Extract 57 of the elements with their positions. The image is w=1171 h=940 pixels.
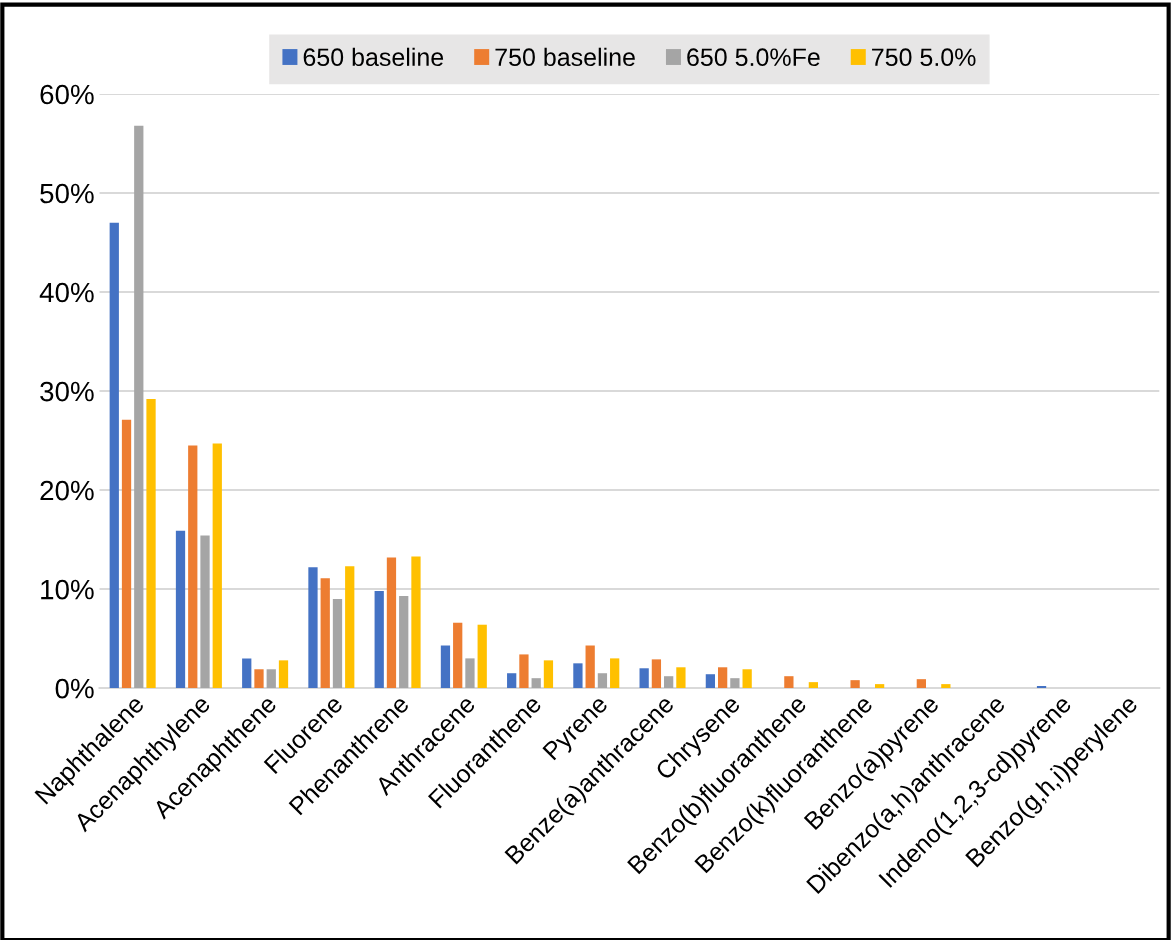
bar (308, 567, 318, 689)
bar (730, 678, 740, 689)
bar (109, 222, 119, 689)
bar (374, 591, 384, 689)
bar (146, 398, 156, 689)
bar (573, 663, 583, 689)
y-tick-label: 40% (39, 282, 94, 303)
bar (543, 660, 554, 689)
bar (705, 674, 716, 689)
bar (134, 125, 144, 689)
bar (212, 443, 222, 689)
legend-label: 750 5.0% (872, 48, 976, 67)
bar (850, 680, 860, 689)
bar (320, 578, 330, 689)
bar (465, 658, 475, 689)
bar (874, 684, 885, 689)
bar (440, 645, 451, 689)
bar (519, 654, 529, 689)
bar (651, 659, 662, 689)
y-tick-label: 50% (40, 183, 94, 204)
bar (784, 676, 794, 689)
legend-label: 750 baseline (495, 47, 635, 67)
bar (585, 645, 595, 689)
y-tick-label: 10% (41, 579, 94, 600)
bar (411, 556, 421, 689)
bar (718, 667, 728, 689)
bar (531, 678, 541, 689)
y-tick-label: 0% (55, 678, 94, 699)
bar (278, 660, 289, 689)
bar (254, 669, 264, 689)
bar (676, 667, 686, 689)
legend-label: 650 baseline (303, 47, 444, 67)
y-tick-label: 30% (40, 381, 94, 402)
bar (507, 673, 517, 689)
bar (639, 668, 649, 689)
y-tick-label: 20% (40, 480, 94, 501)
bar (477, 624, 487, 689)
bar (266, 669, 276, 689)
bar (597, 673, 608, 689)
legend-label: 650 5.0%Fe (687, 48, 820, 67)
bar (610, 658, 620, 689)
bar (808, 682, 819, 689)
bar (332, 598, 343, 689)
bar (941, 684, 951, 689)
bar (916, 679, 926, 689)
bar (664, 676, 674, 689)
bar (200, 535, 210, 689)
bar (399, 596, 409, 689)
bar (242, 658, 252, 689)
bar (453, 622, 463, 689)
bar (345, 566, 355, 689)
bar (188, 445, 198, 689)
y-tick-label: 60% (40, 84, 94, 105)
bar (742, 669, 752, 689)
bar (386, 557, 397, 689)
bar (175, 530, 186, 689)
bar (121, 419, 132, 689)
